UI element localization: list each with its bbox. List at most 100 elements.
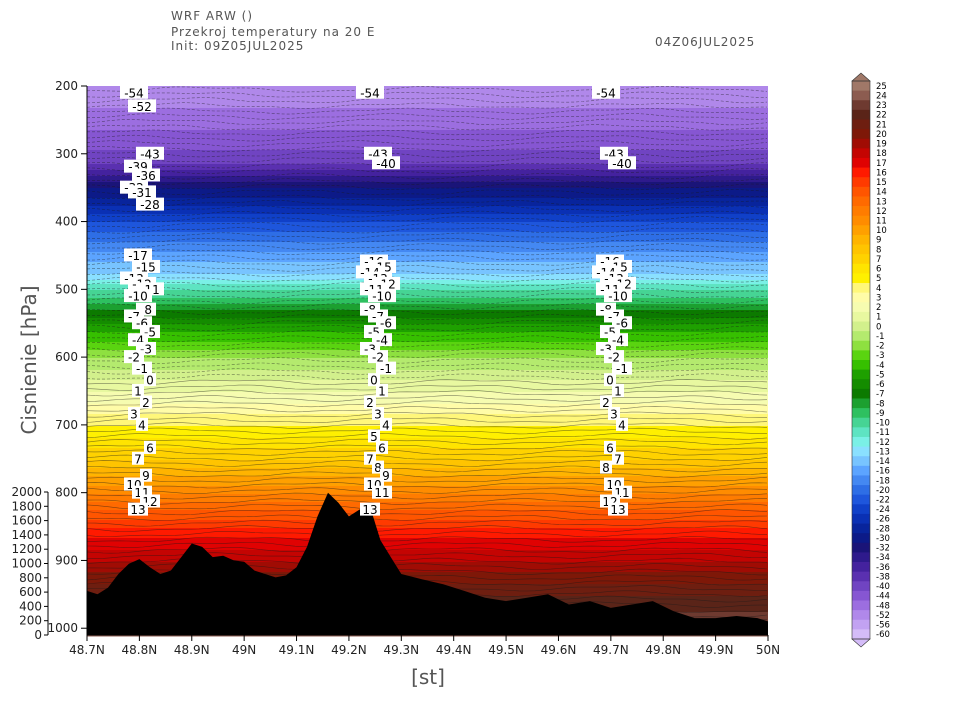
x-tick-label: 49.9N	[698, 643, 734, 657]
field-band	[87, 286, 768, 289]
field-band	[87, 136, 768, 139]
contour-label-box	[368, 289, 396, 303]
isotherm-line	[86, 481, 768, 489]
field-band	[87, 90, 768, 93]
contour-label-box	[376, 440, 388, 454]
contour-label: 9	[142, 469, 150, 483]
field-band	[87, 214, 768, 217]
colorbar-label: 24	[876, 91, 887, 101]
contour-label-box	[380, 417, 392, 431]
field-band	[87, 236, 768, 239]
field-band	[87, 372, 768, 375]
x-tick-label: 48.9N	[174, 643, 210, 657]
contour-label: 3	[130, 408, 138, 422]
isotherm-line	[86, 460, 768, 467]
isotherm-line	[86, 438, 768, 446]
contour-label: -40	[376, 157, 396, 171]
field-band	[87, 552, 768, 555]
y-tick-label: 400	[55, 215, 78, 229]
colorbar-label: -24	[876, 505, 890, 515]
colorbar-swatch	[852, 215, 870, 226]
colorbar-label: -30	[876, 534, 890, 544]
contour-label: -3	[600, 342, 612, 356]
contour-label: 13	[610, 503, 625, 517]
contour-label-box	[128, 185, 156, 199]
colorbar-swatch	[852, 148, 870, 159]
colorbar-swatch	[852, 610, 870, 621]
colorbar-label: -48	[876, 601, 890, 611]
contour-label: 3	[610, 408, 618, 422]
colorbar-label: 3	[876, 293, 881, 303]
colorbar-swatch	[852, 562, 870, 573]
terrain-tick-label: 1000	[11, 557, 42, 571]
y-tick-label: 600	[55, 350, 78, 364]
isotherm-line	[87, 129, 768, 136]
contour-label-box	[376, 384, 388, 397]
contour-label-box	[128, 407, 140, 421]
field-band	[87, 296, 768, 299]
y-tick-label: 900	[55, 553, 78, 567]
isotherm-line	[86, 172, 768, 180]
colorbar-label: -6	[876, 380, 884, 390]
isotherm-line	[86, 134, 768, 142]
field-band	[87, 334, 768, 337]
colorbar-swatch	[852, 436, 870, 447]
colorbar-swatch	[852, 234, 870, 245]
colorbar-label: 1	[876, 313, 881, 323]
field-band	[87, 470, 768, 473]
header-line-2: Przekroj temperatury na 20 E	[171, 25, 376, 39]
header-line-3: Init: 09Z05JUL2025	[171, 39, 305, 53]
valid-time: 04Z06JUL2025	[655, 35, 756, 49]
field-band	[87, 384, 768, 387]
colorbar-swatch	[852, 311, 870, 322]
contour-label: 11	[374, 486, 389, 500]
colorbar-bottom-arrow	[851, 638, 871, 648]
contour-label-box	[600, 460, 612, 474]
colorbar-label: 18	[876, 149, 887, 159]
isotherm-line	[86, 227, 768, 234]
colorbar-label: 0	[876, 322, 881, 332]
colorbar-label: 10	[876, 226, 887, 236]
field-band	[87, 490, 768, 493]
colorbar-swatch	[852, 283, 870, 294]
field-band	[87, 224, 768, 227]
field-band	[87, 464, 768, 467]
field-band	[87, 514, 768, 517]
field-band	[87, 386, 768, 389]
contour-label-box	[608, 407, 620, 421]
colorbar-swatch	[852, 177, 870, 188]
isotherm-line	[86, 248, 768, 256]
field-band	[87, 276, 768, 279]
field-band	[87, 508, 768, 511]
field-band	[87, 420, 768, 423]
field-band	[87, 262, 768, 265]
field-band	[87, 462, 768, 465]
contour-label-box	[604, 373, 616, 387]
contour-label: 8	[374, 461, 382, 475]
field-band	[87, 260, 768, 263]
field-band	[87, 566, 768, 569]
field-band	[87, 432, 768, 435]
colorbar-label: -52	[876, 611, 890, 621]
field-band	[87, 288, 768, 291]
contour-label: 2	[142, 396, 150, 410]
field-band	[87, 416, 768, 419]
contour-label-box	[364, 395, 376, 409]
isotherm-line	[86, 265, 768, 272]
field-band	[87, 280, 768, 283]
contour-label-box	[372, 485, 392, 499]
colorbar-swatch	[852, 157, 870, 168]
isotherm-line	[87, 199, 768, 207]
colorbar-label: 14	[876, 188, 887, 198]
colorbar-swatch	[852, 109, 870, 120]
contour-label: -54	[124, 86, 144, 100]
field-band	[87, 186, 768, 189]
colorbar-label: -14	[876, 457, 890, 467]
contour-label-box	[124, 289, 152, 303]
colorbar-label: -38	[876, 572, 890, 582]
colorbar-swatch	[852, 417, 870, 428]
terrain-tick-label: 1800	[11, 499, 42, 513]
contour-label: -17	[128, 249, 148, 263]
colorbar-label: -5	[876, 370, 884, 380]
colorbar-frame	[851, 80, 871, 640]
